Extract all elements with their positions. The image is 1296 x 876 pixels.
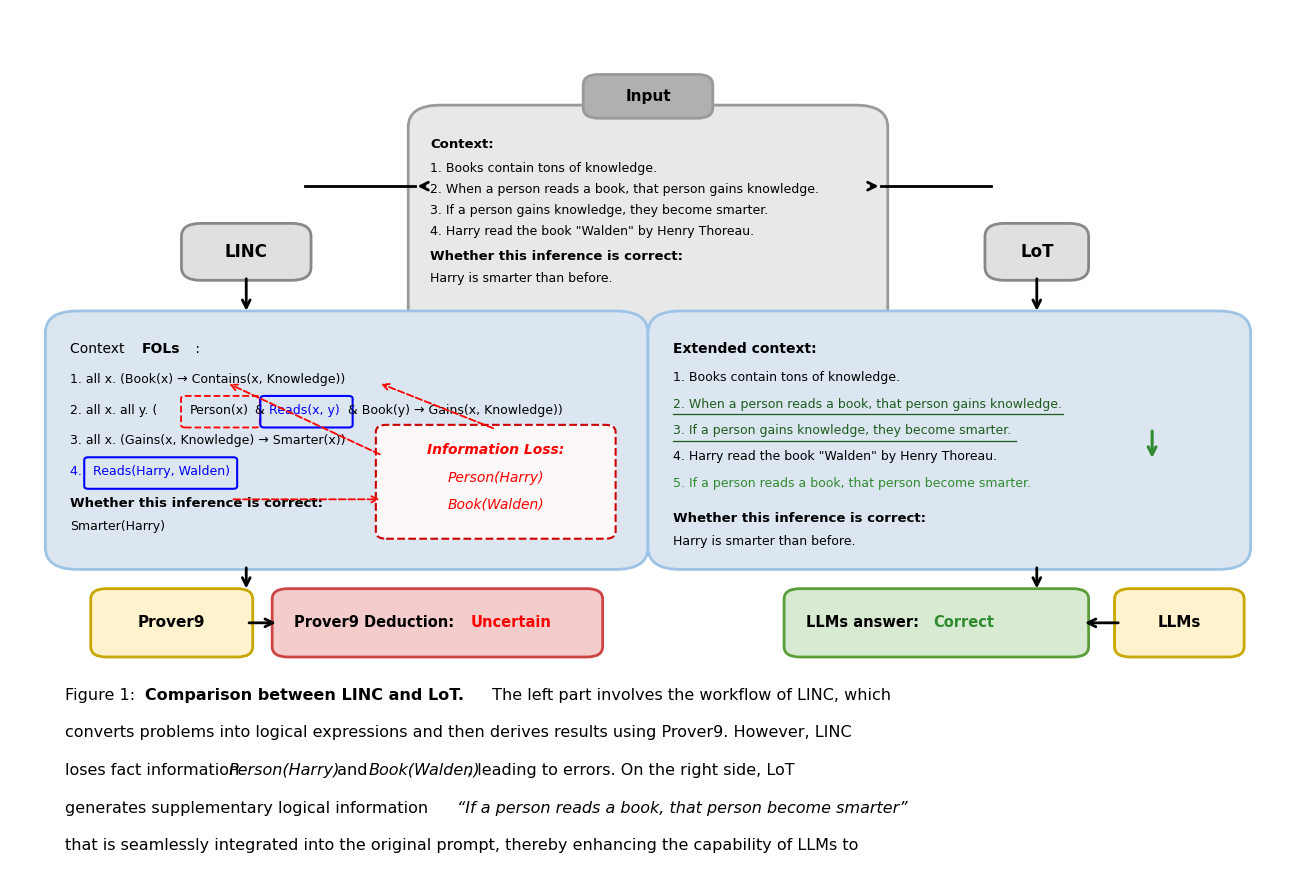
Text: Smarter(Harry): Smarter(Harry) xyxy=(70,520,165,533)
Text: Book(Walden): Book(Walden) xyxy=(447,498,544,512)
Text: Figure 1:: Figure 1: xyxy=(65,688,140,703)
Text: :: : xyxy=(191,342,200,356)
FancyBboxPatch shape xyxy=(376,425,616,539)
FancyBboxPatch shape xyxy=(181,223,311,280)
Text: , leading to errors. On the right side, LoT: , leading to errors. On the right side, … xyxy=(467,763,794,778)
Text: Comparison between LINC and LoT.: Comparison between LINC and LoT. xyxy=(145,688,464,703)
Text: Person(Harry): Person(Harry) xyxy=(447,471,544,485)
Text: 2. When a person reads a book, that person gains knowledge.: 2. When a person reads a book, that pers… xyxy=(430,183,819,196)
FancyBboxPatch shape xyxy=(272,589,603,657)
Text: “If a person reads a book, that person become smarter”: “If a person reads a book, that person b… xyxy=(457,801,908,816)
Text: converts problems into logical expressions and then derives results using Prover: converts problems into logical expressio… xyxy=(65,725,851,740)
Text: 4. Harry read the book "Walden" by Henry Thoreau.: 4. Harry read the book "Walden" by Henry… xyxy=(430,225,754,238)
Text: Person(Harry): Person(Harry) xyxy=(228,763,340,778)
Text: 4.: 4. xyxy=(70,465,86,478)
Text: Whether this inference is correct:: Whether this inference is correct: xyxy=(673,512,925,525)
Text: 3. If a person gains knowledge, they become smarter.: 3. If a person gains knowledge, they bec… xyxy=(673,424,1011,437)
Text: Uncertain: Uncertain xyxy=(470,615,551,631)
Text: Reads(x, y): Reads(x, y) xyxy=(270,404,340,417)
Text: that is seamlessly integrated into the original prompt, thereby enhancing the ca: that is seamlessly integrated into the o… xyxy=(65,838,858,853)
FancyBboxPatch shape xyxy=(408,105,888,337)
Text: loses fact information: loses fact information xyxy=(65,763,244,778)
Text: Context:: Context: xyxy=(430,138,494,151)
Text: Input: Input xyxy=(625,88,671,104)
FancyBboxPatch shape xyxy=(1115,589,1244,657)
Text: Book(Walden): Book(Walden) xyxy=(368,763,480,778)
Text: 3. all x. (Gains(x, Knowledge) → Smarter(x)): 3. all x. (Gains(x, Knowledge) → Smarter… xyxy=(70,434,346,448)
Text: 1. Books contain tons of knowledge.: 1. Books contain tons of knowledge. xyxy=(430,162,657,175)
Text: Context: Context xyxy=(70,342,128,356)
FancyBboxPatch shape xyxy=(45,311,648,569)
Text: LINC: LINC xyxy=(224,243,268,261)
Text: & Book(y) → Gains(x, Knowledge)): & Book(y) → Gains(x, Knowledge)) xyxy=(343,404,562,417)
Text: generates supplementary logical information: generates supplementary logical informat… xyxy=(65,801,433,816)
Text: LLMs: LLMs xyxy=(1157,615,1201,631)
Text: Prover9 Deduction:: Prover9 Deduction: xyxy=(294,615,460,631)
FancyBboxPatch shape xyxy=(91,589,253,657)
FancyBboxPatch shape xyxy=(985,223,1089,280)
Text: Reads(Harry, Walden): Reads(Harry, Walden) xyxy=(93,465,231,478)
Text: Correct: Correct xyxy=(933,615,994,631)
FancyBboxPatch shape xyxy=(583,74,713,118)
Text: LLMs answer:: LLMs answer: xyxy=(806,615,924,631)
Text: Person(x): Person(x) xyxy=(191,404,249,417)
Text: 2. When a person reads a book, that person gains knowledge.: 2. When a person reads a book, that pers… xyxy=(673,398,1061,411)
Text: 1. all x. (Book(x) → Contains(x, Knowledge)): 1. all x. (Book(x) → Contains(x, Knowled… xyxy=(70,373,345,386)
Text: and: and xyxy=(332,763,372,778)
Text: 2. all x. all y. (: 2. all x. all y. ( xyxy=(70,404,157,417)
Text: Prover9: Prover9 xyxy=(137,615,206,631)
Text: LoT: LoT xyxy=(1020,243,1054,261)
Text: Harry is smarter than before.: Harry is smarter than before. xyxy=(430,272,613,286)
FancyBboxPatch shape xyxy=(784,589,1089,657)
Text: 3. If a person gains knowledge, they become smarter.: 3. If a person gains knowledge, they bec… xyxy=(430,204,769,217)
Text: Whether this inference is correct:: Whether this inference is correct: xyxy=(430,250,683,263)
Text: 5. If a person reads a book, that person become smarter.: 5. If a person reads a book, that person… xyxy=(673,477,1030,490)
Text: 1. Books contain tons of knowledge.: 1. Books contain tons of knowledge. xyxy=(673,371,899,385)
Text: Harry is smarter than before.: Harry is smarter than before. xyxy=(673,535,855,548)
Text: Information Loss:: Information Loss: xyxy=(428,443,564,457)
Text: Extended context:: Extended context: xyxy=(673,342,816,356)
Text: 4. Harry read the book "Walden" by Henry Thoreau.: 4. Harry read the book "Walden" by Henry… xyxy=(673,450,997,463)
Text: FOLs: FOLs xyxy=(141,342,180,356)
Text: &: & xyxy=(251,404,268,417)
Text: The left part involves the workflow of LINC, which: The left part involves the workflow of L… xyxy=(487,688,892,703)
FancyBboxPatch shape xyxy=(648,311,1251,569)
Text: Whether this inference is correct:: Whether this inference is correct: xyxy=(70,497,323,510)
